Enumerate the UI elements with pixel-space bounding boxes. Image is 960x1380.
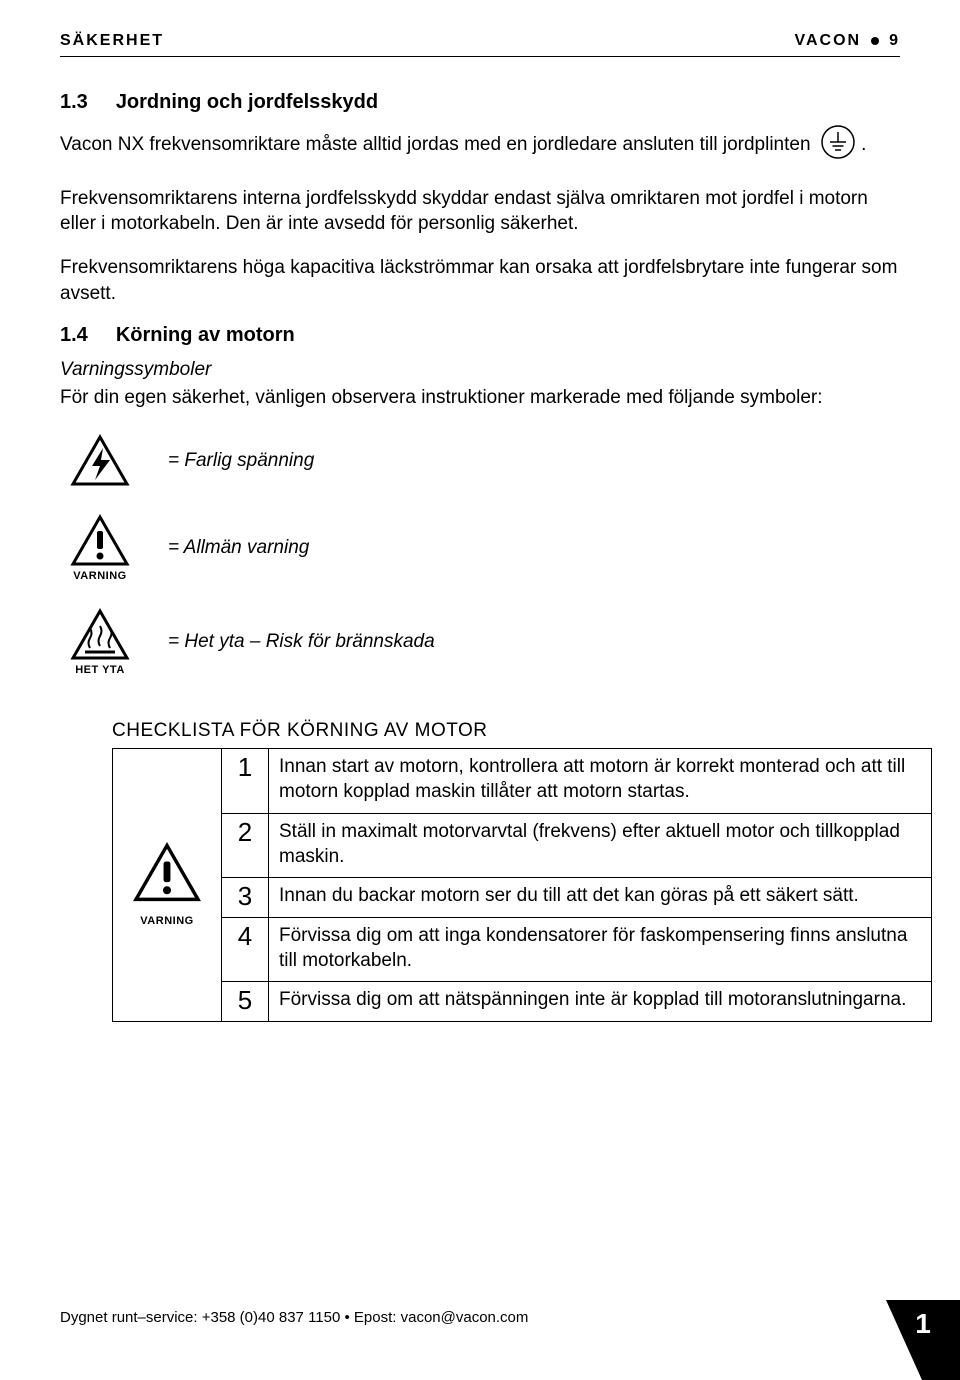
footer-text: Dygnet runt–service: +358 (0)40 837 1150… [60, 1309, 528, 1326]
checklist-text-5: Förvissa dig om att nätspänningen inte ä… [269, 982, 932, 1022]
checklist-text-4: Förvissa dig om att inga kondensatorer f… [269, 917, 932, 981]
checklist-text-2: Ställ in maximalt motorvarvtal (frekvens… [269, 813, 932, 877]
checklist-num-5: 5 [222, 982, 269, 1022]
danger-voltage-text: = Farlig spänning [168, 450, 314, 472]
section-1-3-p2: Frekvensomriktarens interna jordfelsskyd… [60, 186, 900, 237]
bullet-icon [871, 37, 879, 45]
hot-surface-icon [70, 608, 130, 662]
checklist-warning-icon [132, 842, 202, 904]
checklist-num-3: 3 [222, 878, 269, 918]
checklist-num-1: 1 [222, 749, 269, 813]
section-1-3-p1: Vacon NX frekvensomriktare måste alltid … [60, 124, 900, 168]
p1-text-a: Vacon NX frekvensomriktare måste alltid … [60, 134, 811, 155]
header-brand-page: VACON 9 [795, 32, 901, 50]
section-1-3-number: 1.3 [60, 91, 88, 114]
checklist-icon-cell: VARNING [113, 749, 222, 1022]
danger-voltage-icon [70, 434, 130, 488]
checklist-text-1: Innan start av motorn, kontrollera att m… [269, 749, 932, 813]
checklist-table: VARNING 1 Innan start av motorn, kontrol… [112, 748, 932, 1022]
section-1-4-number: 1.4 [60, 324, 88, 347]
section-1-4-intro: För din egen säkerhet, vänligen observer… [60, 385, 900, 411]
warning-caption: VARNING [73, 570, 126, 582]
symbol-row-hot: HET YTA = Het yta – Risk för brännskada [60, 608, 900, 676]
section-1-3-heading: 1.3 Jordning och jordfelsskydd [60, 91, 900, 114]
section-1-4-heading: 1.4 Körning av motorn [60, 324, 900, 347]
ground-icon [820, 124, 856, 168]
checklist-icon-caption: VARNING [117, 914, 217, 928]
brand-name: VACON [795, 32, 862, 50]
hot-caption: HET YTA [75, 664, 125, 676]
checklist-num-2: 2 [222, 813, 269, 877]
header-page-number: 9 [889, 32, 900, 50]
checklist-num-4: 4 [222, 917, 269, 981]
section-1-3-p3: Frekvensomriktarens höga kapacitiva läck… [60, 255, 900, 306]
hot-surface-text: = Het yta – Risk för brännskada [168, 631, 435, 653]
section-1-3-title: Jordning och jordfelsskydd [116, 91, 378, 114]
section-1-4-subhead: Varningssymboler [60, 357, 900, 383]
general-warning-icon [70, 514, 130, 568]
p1-text-b: . [861, 134, 866, 155]
symbol-row-danger: = Farlig spänning [60, 434, 900, 488]
general-warning-text: = Allmän varning [168, 537, 309, 559]
checklist-text-3: Innan du backar motorn ser du till att d… [269, 878, 932, 918]
header-rule [60, 56, 900, 57]
page-header: SÄKERHET VACON 9 [60, 32, 900, 50]
page-tab: 1 [886, 1300, 960, 1380]
checklist-title: CHECKLISTA FÖR KÖRNING AV MOTOR [112, 720, 900, 742]
symbol-row-warning: VARNING = Allmän varning [60, 514, 900, 582]
header-section-name: SÄKERHET [60, 32, 164, 50]
section-1-4-title: Körning av motorn [116, 324, 295, 347]
